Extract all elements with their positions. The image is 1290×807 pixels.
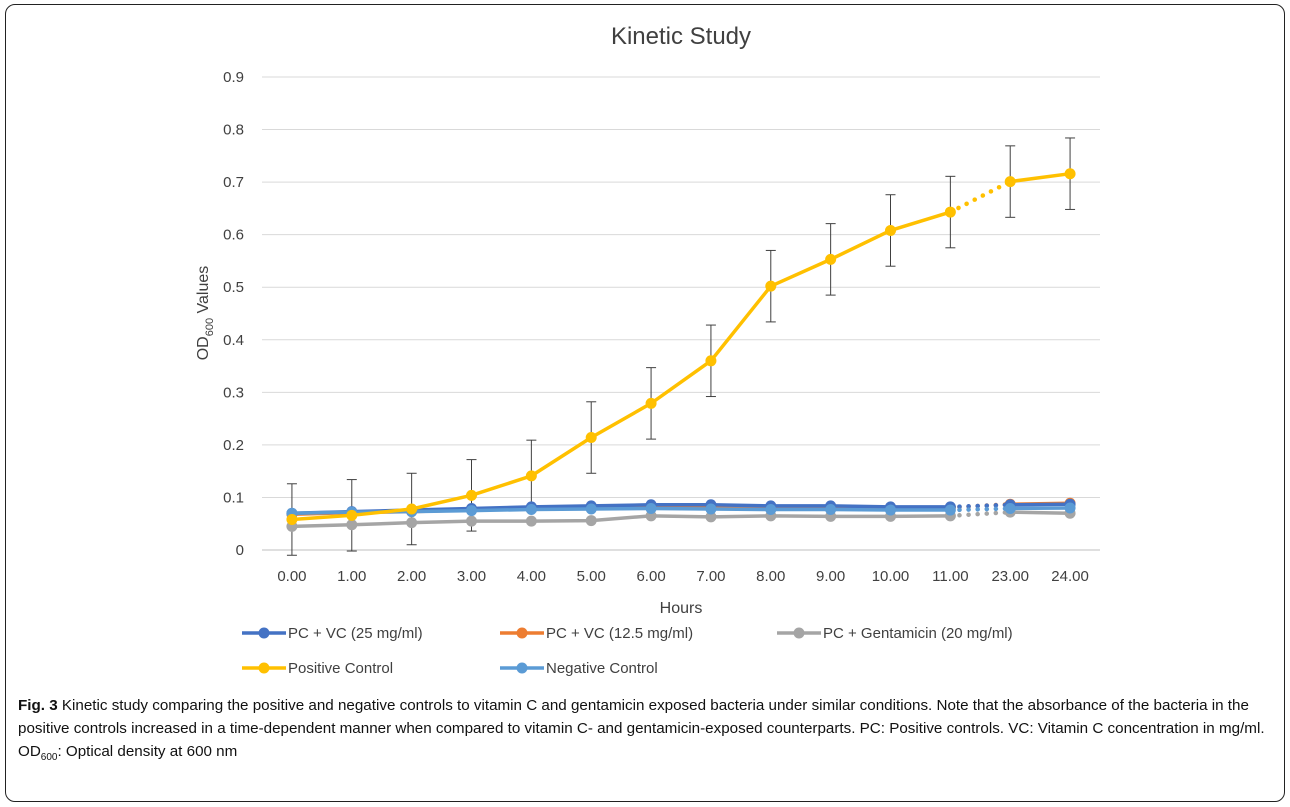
x-tick-label: 0.00 <box>277 568 306 585</box>
y-tick-label: 0.3 <box>223 384 244 401</box>
data-point <box>585 432 597 444</box>
x-tick-label: 5.00 <box>577 568 606 585</box>
y-axis-label: OD600 Values <box>195 266 216 361</box>
series-gap-dots <box>948 506 1013 513</box>
legend-swatch-marker <box>258 662 270 674</box>
data-point <box>825 253 837 265</box>
data-point <box>1004 176 1016 188</box>
legend-label: PC + VC (12.5 mg/ml) <box>546 625 693 642</box>
y-tick-label: 0 <box>236 542 244 559</box>
x-tick-label: 24.00 <box>1051 568 1089 585</box>
data-point <box>286 514 298 526</box>
y-tick-label: 0.2 <box>223 437 244 454</box>
caption-text-end: : Optical density at 600 nm <box>57 743 238 760</box>
data-point <box>944 206 956 218</box>
x-tick-label: 3.00 <box>457 568 486 585</box>
data-point <box>1064 168 1076 180</box>
figure-caption: Fig. 3 Kinetic study comparing the posit… <box>18 694 1273 769</box>
y-tick-label: 0.7 <box>223 174 244 191</box>
legend-swatch-marker <box>793 627 805 639</box>
data-point <box>825 504 837 516</box>
legend-label: PC + VC (25 mg/ml) <box>288 625 423 642</box>
y-tick-label: 0.1 <box>223 489 244 506</box>
x-tick-label: 23.00 <box>991 568 1029 585</box>
data-point <box>525 515 537 527</box>
x-tick-label: 10.00 <box>872 568 910 585</box>
legend-label: Positive Control <box>288 660 393 677</box>
data-point <box>944 504 956 516</box>
data-point <box>585 515 597 527</box>
data-point <box>1004 502 1016 514</box>
x-tick-label: 8.00 <box>756 568 785 585</box>
x-tick-label: 7.00 <box>696 568 725 585</box>
caption-text: Kinetic study comparing the positive and… <box>18 697 1265 760</box>
series-gap-dots <box>948 509 1013 519</box>
data-point <box>765 504 777 516</box>
data-point <box>885 504 896 516</box>
series-line <box>291 210 951 522</box>
x-tick-label: 9.00 <box>816 568 845 585</box>
data-point <box>705 511 717 523</box>
data-point <box>525 470 537 482</box>
kinetic-study-chart: Kinetic Study 0 0.1 0.2 0.3 0.4 0.5 0.6 0.7 0.8 0.… <box>195 23 1100 677</box>
series-line <box>291 514 951 529</box>
data-point <box>406 517 418 529</box>
figure-frame <box>5 4 1285 802</box>
data-point <box>525 504 537 516</box>
x-tick-label: 11.00 <box>932 568 968 585</box>
x-tick-label: 2.00 <box>397 568 426 585</box>
legend-label: PC + Gentamicin (20 mg/ml) <box>823 625 1013 642</box>
y-tick-label: 0.8 <box>223 122 244 139</box>
y-tick-label: 0.6 <box>223 227 244 244</box>
data-point <box>645 397 657 409</box>
data-point <box>585 503 597 515</box>
x-axis-label: Hours <box>660 600 703 617</box>
x-tick-label: 1.00 <box>337 568 366 585</box>
data-point <box>705 503 717 515</box>
series-line <box>1009 171 1071 184</box>
data-point <box>1064 502 1076 514</box>
data-point <box>705 355 717 367</box>
chart-title: Kinetic Study <box>611 23 751 50</box>
figure-label: Fig. 3 <box>18 697 58 714</box>
data-point <box>466 489 477 501</box>
data-point <box>346 509 358 521</box>
data-point <box>765 280 777 292</box>
y-tick-label: 0.9 <box>223 69 244 86</box>
data-point <box>466 515 477 527</box>
x-tick-label: 4.00 <box>517 568 546 585</box>
series-gap-dots <box>948 502 1013 510</box>
series-gap-dots <box>948 179 1013 215</box>
data-point <box>406 503 418 515</box>
y-tick-label: 0.4 <box>223 332 244 349</box>
series-line <box>1010 510 1071 515</box>
data-point <box>645 502 657 514</box>
x-tick-label: 6.00 <box>636 568 665 585</box>
data-point <box>346 519 358 531</box>
series-line <box>1010 506 1071 511</box>
legend-swatch-marker <box>516 662 528 674</box>
data-point <box>466 505 477 517</box>
data-point <box>885 224 896 236</box>
caption-subscript: 600 <box>40 752 58 764</box>
legend-swatch-marker <box>258 627 270 639</box>
series-line <box>1010 502 1071 507</box>
y-tick-label: 0.5 <box>223 279 244 296</box>
legend-swatch-marker <box>516 627 528 639</box>
legend-label: Negative Control <box>546 660 658 677</box>
